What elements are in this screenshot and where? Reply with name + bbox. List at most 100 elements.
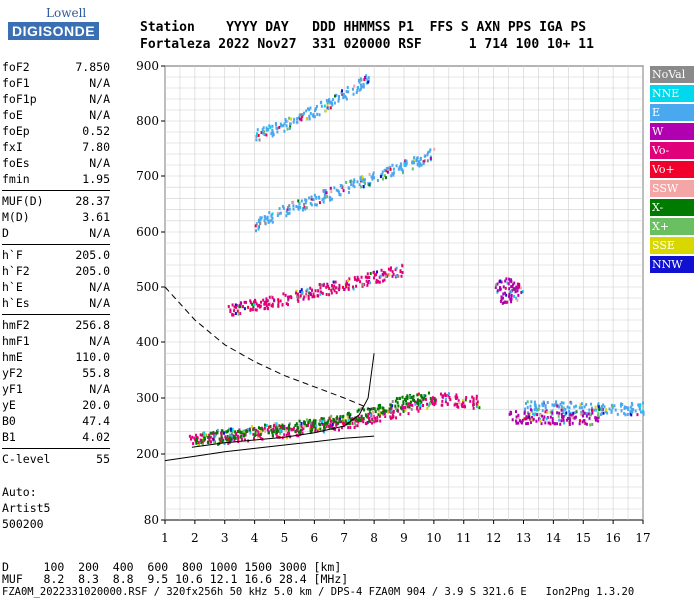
echo-point bbox=[333, 420, 336, 424]
echo-point bbox=[367, 415, 370, 419]
echo-point bbox=[268, 425, 271, 429]
echo-point bbox=[376, 416, 379, 420]
echo-point bbox=[642, 410, 645, 414]
echo-point bbox=[417, 399, 420, 403]
echo-point bbox=[475, 397, 478, 401]
echo-point bbox=[508, 292, 511, 296]
echo-point bbox=[261, 428, 264, 432]
echo-point bbox=[266, 307, 269, 311]
echo-point bbox=[562, 416, 565, 420]
echo-point bbox=[610, 409, 613, 413]
echo-point bbox=[297, 206, 300, 210]
y-tick-label: 900 bbox=[136, 59, 159, 73]
echo-point bbox=[541, 409, 544, 413]
echo-point bbox=[258, 303, 261, 307]
echo-point bbox=[310, 428, 313, 432]
echo-point bbox=[214, 432, 217, 436]
echo-point bbox=[408, 395, 411, 399]
echo-point bbox=[311, 295, 314, 299]
echo-point bbox=[588, 412, 591, 416]
echo-point bbox=[322, 283, 325, 287]
echo-point bbox=[346, 421, 349, 425]
echo-point bbox=[319, 423, 322, 427]
echo-point bbox=[264, 306, 267, 310]
echo-point bbox=[273, 299, 276, 303]
echo-point bbox=[444, 392, 447, 396]
echo-point bbox=[276, 214, 279, 218]
echo-point bbox=[292, 200, 295, 204]
echo-point bbox=[551, 412, 554, 416]
echo-point bbox=[462, 405, 465, 409]
echo-point bbox=[416, 398, 419, 402]
echo-point bbox=[239, 430, 242, 434]
echo-point bbox=[241, 305, 244, 309]
echo-point bbox=[462, 401, 465, 405]
echo-point bbox=[424, 154, 427, 158]
echo-point bbox=[357, 420, 360, 424]
echo-point bbox=[241, 431, 244, 435]
echo-point bbox=[265, 133, 268, 137]
echo-point bbox=[288, 422, 291, 426]
echo-point bbox=[381, 170, 384, 174]
echo-point bbox=[264, 221, 267, 225]
echo-point bbox=[562, 406, 565, 410]
echo-point bbox=[366, 283, 369, 287]
echo-point bbox=[395, 274, 398, 278]
x-tick-label: 5 bbox=[281, 531, 289, 545]
echo-point bbox=[495, 283, 498, 287]
echo-point bbox=[588, 416, 591, 420]
echo-point bbox=[383, 409, 386, 413]
echo-point bbox=[323, 104, 326, 108]
echo-point bbox=[534, 412, 537, 416]
echo-point bbox=[326, 422, 329, 426]
echo-point bbox=[539, 413, 542, 417]
echo-point bbox=[396, 408, 399, 412]
echo-point bbox=[254, 300, 257, 304]
echo-point bbox=[348, 186, 351, 190]
echo-point bbox=[308, 117, 311, 121]
echo-point bbox=[542, 404, 545, 408]
echo-point bbox=[298, 117, 301, 121]
echo-point bbox=[329, 198, 332, 202]
echo-point bbox=[342, 414, 345, 418]
param-value: N/A bbox=[89, 226, 110, 240]
param-row: h`E N/A bbox=[2, 280, 110, 296]
echo-point bbox=[307, 423, 310, 427]
echo-point bbox=[580, 410, 583, 414]
echo-point bbox=[323, 419, 326, 423]
echo-point bbox=[387, 267, 390, 271]
echo-point bbox=[429, 396, 432, 400]
param-name: M(D) bbox=[2, 210, 30, 224]
echo-point bbox=[510, 412, 513, 416]
echo-point bbox=[220, 431, 223, 435]
echo-point bbox=[242, 434, 245, 438]
param-name: fmin bbox=[2, 172, 30, 186]
echo-point bbox=[361, 417, 364, 421]
echo-point bbox=[301, 428, 304, 432]
echo-point bbox=[330, 288, 333, 292]
echo-point bbox=[296, 117, 299, 121]
echo-point bbox=[404, 405, 407, 409]
echo-point bbox=[352, 183, 355, 187]
echo-point bbox=[521, 418, 524, 422]
echo-point bbox=[381, 279, 384, 283]
echo-point bbox=[571, 421, 574, 425]
echo-point bbox=[472, 403, 475, 407]
echo-point bbox=[363, 283, 366, 287]
echo-point bbox=[254, 229, 257, 233]
echo-point bbox=[205, 433, 208, 437]
echo-point bbox=[378, 406, 381, 410]
param-name: foEs bbox=[2, 156, 30, 170]
echo-point bbox=[228, 440, 231, 444]
echo-point bbox=[270, 214, 273, 218]
echo-point bbox=[396, 397, 399, 401]
echo-point bbox=[405, 402, 408, 406]
echo-point bbox=[535, 419, 538, 423]
param-value: 205.0 bbox=[75, 248, 110, 262]
echo-point bbox=[505, 293, 508, 297]
echo-point bbox=[387, 273, 390, 277]
echo-point bbox=[396, 274, 399, 278]
echo-point bbox=[232, 435, 235, 439]
echo-point bbox=[309, 201, 312, 205]
echo-point bbox=[371, 177, 374, 181]
